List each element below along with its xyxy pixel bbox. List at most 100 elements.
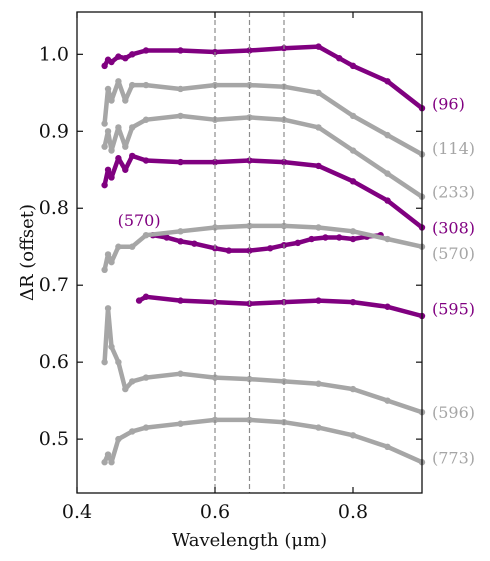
data-point bbox=[349, 62, 357, 70]
data-point bbox=[108, 174, 115, 181]
series-label: (596) bbox=[432, 403, 475, 422]
data-point bbox=[225, 247, 232, 254]
series-group bbox=[101, 152, 426, 231]
series-label: (114) bbox=[432, 139, 475, 158]
series-label: (233) bbox=[432, 182, 475, 201]
data-point bbox=[322, 234, 329, 241]
data-point bbox=[104, 166, 112, 173]
data-point bbox=[115, 155, 122, 162]
series-group bbox=[135, 293, 426, 320]
series-label: (96) bbox=[432, 95, 465, 114]
data-point bbox=[177, 47, 184, 54]
data-point bbox=[104, 251, 112, 258]
data-point bbox=[384, 170, 391, 177]
plot-frame bbox=[76, 11, 423, 494]
data-point bbox=[280, 222, 288, 230]
data-point bbox=[104, 305, 112, 312]
x-tick-label: 0.8 bbox=[338, 501, 368, 523]
series-label: (308) bbox=[432, 218, 475, 237]
x-tick-label: 0.6 bbox=[200, 501, 230, 523]
data-point bbox=[315, 89, 322, 97]
data-point bbox=[108, 343, 115, 350]
series-group bbox=[101, 112, 426, 200]
series-layer bbox=[101, 43, 426, 466]
data-point bbox=[315, 297, 322, 304]
data-point bbox=[246, 416, 253, 424]
data-point bbox=[211, 224, 219, 231]
series-line bbox=[102, 417, 425, 465]
data-point bbox=[384, 131, 391, 139]
data-point bbox=[315, 124, 322, 131]
series-group bbox=[149, 231, 384, 254]
data-point bbox=[336, 54, 343, 62]
data-point bbox=[177, 297, 184, 304]
data-point bbox=[177, 85, 184, 93]
series-label: (773) bbox=[432, 449, 475, 468]
data-point bbox=[384, 303, 391, 310]
data-point bbox=[129, 378, 136, 385]
data-point bbox=[384, 443, 391, 451]
data-point bbox=[246, 222, 253, 230]
data-point bbox=[349, 112, 357, 120]
data-point bbox=[349, 298, 357, 306]
data-point bbox=[142, 374, 150, 381]
data-point bbox=[108, 147, 115, 154]
data-point bbox=[177, 420, 184, 427]
data-point bbox=[315, 43, 322, 50]
series-group bbox=[101, 305, 426, 416]
data-point bbox=[142, 231, 150, 239]
data-point bbox=[108, 258, 115, 266]
data-point bbox=[115, 78, 122, 85]
data-point bbox=[101, 358, 108, 366]
data-point bbox=[315, 162, 322, 170]
data-point bbox=[384, 397, 391, 404]
data-point bbox=[142, 116, 150, 123]
y-tick-label: 0.7 bbox=[39, 274, 69, 296]
data-point bbox=[384, 197, 391, 204]
data-point bbox=[122, 97, 129, 104]
axis-ticks: 0.4 0.6 0.8 0.5 0.6 0.7 0.8 0.9 1.0 bbox=[39, 12, 422, 523]
reference-lines bbox=[214, 12, 285, 493]
y-tick-label: 0.5 bbox=[39, 428, 69, 450]
data-point bbox=[122, 385, 129, 393]
data-point bbox=[115, 53, 122, 60]
data-point bbox=[349, 385, 357, 393]
data-point bbox=[129, 152, 136, 160]
data-point bbox=[246, 47, 253, 54]
data-point bbox=[177, 370, 184, 377]
data-point bbox=[211, 374, 219, 381]
data-point bbox=[211, 158, 219, 166]
data-point bbox=[315, 380, 322, 387]
data-point bbox=[142, 81, 150, 89]
data-point bbox=[308, 235, 315, 243]
y-axis-title: ΔR (offset) bbox=[17, 204, 38, 301]
data-point bbox=[280, 158, 288, 166]
data-point bbox=[129, 124, 136, 131]
data-point bbox=[129, 51, 136, 58]
data-point bbox=[163, 234, 170, 241]
data-point bbox=[104, 128, 112, 135]
y-tick-label: 1.0 bbox=[39, 43, 69, 65]
series-label: (570) bbox=[432, 244, 475, 263]
data-point bbox=[349, 235, 357, 243]
series-group bbox=[101, 43, 426, 112]
data-point bbox=[129, 428, 136, 435]
series-line bbox=[102, 306, 425, 415]
annotation-label: (570) bbox=[118, 211, 161, 230]
series-group bbox=[101, 222, 426, 274]
data-point bbox=[177, 228, 184, 235]
data-point bbox=[142, 293, 150, 300]
data-point bbox=[122, 143, 129, 150]
data-point bbox=[115, 358, 122, 366]
data-point bbox=[108, 58, 115, 66]
series-group bbox=[101, 416, 426, 466]
data-point bbox=[349, 147, 357, 154]
data-point bbox=[384, 235, 391, 243]
data-point bbox=[191, 240, 198, 247]
series-line bbox=[102, 44, 425, 111]
series-label: (595) bbox=[432, 299, 475, 318]
data-point bbox=[349, 432, 357, 439]
data-point bbox=[336, 234, 343, 241]
data-point bbox=[101, 120, 108, 127]
data-point bbox=[315, 224, 322, 231]
